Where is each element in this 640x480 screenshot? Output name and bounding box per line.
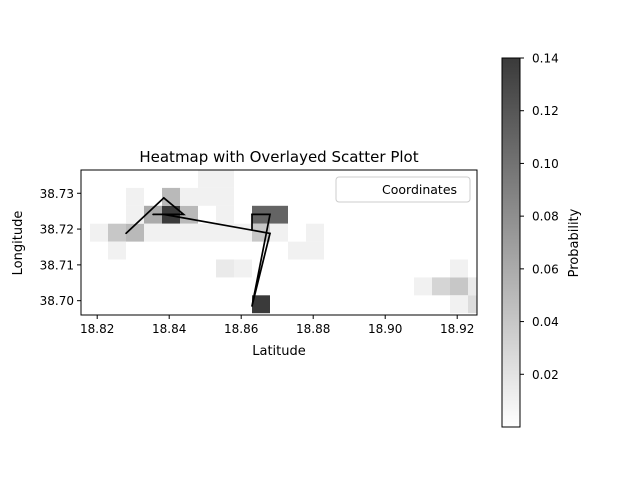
heatmap-cell: [450, 295, 468, 314]
heatmap-cells: [90, 170, 477, 314]
heatmap-cell: [468, 277, 477, 296]
x-tick-label: 18.88: [296, 322, 330, 336]
colorbar-gradient: [501, 57, 521, 428]
heatmap-cell: [126, 205, 144, 224]
heatmap-cell: [216, 223, 234, 242]
legend-box: [335, 176, 471, 203]
colorbar-tick-label: 0.04: [532, 315, 559, 329]
heatmap-cell: [288, 241, 306, 260]
x-tick-label: 18.82: [80, 322, 114, 336]
heatmap-cell: [198, 170, 216, 188]
coordinates-point: [125, 232, 127, 235]
coordinates-point: [251, 213, 253, 216]
heatmap-cell: [162, 223, 180, 242]
coordinates-point: [182, 213, 185, 216]
x-axis: 18.82 18.84 18.86 18.88 18.90 18.92: [80, 315, 474, 336]
colorbar-tick-label: 0.14: [532, 52, 559, 66]
coordinates-point: [269, 213, 271, 216]
x-tick-label: 18.92: [440, 322, 474, 336]
heatmap-cell: [144, 223, 162, 242]
heatmap-cell: [216, 259, 234, 278]
y-axis: 38.70 38.71 38.72 38.73: [40, 187, 81, 308]
colorbar-tick-label: 0.08: [532, 210, 559, 224]
x-axis-label: Latitude: [252, 344, 306, 359]
chart-title: Heatmap with Overlayed Scatter Plot: [139, 148, 418, 166]
colorbar-tick-label: 0.06: [532, 262, 559, 276]
heatmap-cell: [180, 187, 198, 206]
heatmap-cell: [126, 223, 144, 242]
legend: Coordinates: [335, 176, 471, 203]
heatmap-cell: [126, 187, 144, 206]
y-tick-label: 38.72: [40, 223, 74, 237]
coordinates-point: [251, 305, 253, 307]
heatmap-cell: [198, 223, 216, 242]
heatmap-cell: [90, 223, 108, 242]
colorbar: 0.02 0.04 0.06 0.08 0.10 0.12 0.14 Probability: [501, 52, 582, 428]
heatmap-cell: [414, 277, 432, 296]
x-tick-label: 18.86: [224, 322, 258, 336]
heatmap-cell: [162, 187, 180, 206]
heatmap-cell: [450, 277, 468, 296]
coordinates-point: [269, 232, 271, 235]
heatmap-cell: [198, 187, 216, 206]
coordinates-line: [125, 196, 272, 307]
heatmap-cell: [270, 205, 288, 224]
y-tick-label: 38.70: [40, 294, 74, 308]
y-tick-label: 38.73: [40, 187, 74, 201]
heatmap-cell: [270, 223, 288, 242]
heatmap-cell: [252, 295, 270, 314]
plot-area: [80, 169, 478, 316]
heatmap-cell: [108, 223, 126, 242]
coordinates-point: [163, 197, 165, 199]
heatmap-cell: [450, 259, 468, 278]
colorbar-tick-label: 0.02: [532, 368, 559, 382]
y-axis-label: Longitude: [11, 211, 26, 276]
scatter-overlay: [125, 196, 272, 307]
colorbar-label: Probability: [567, 208, 582, 277]
y-tick-label: 38.71: [40, 258, 74, 272]
colorbar-ticks: 0.02 0.04 0.06 0.08 0.10 0.12 0.14: [520, 52, 559, 382]
coordinates-point: [251, 229, 253, 231]
x-tick-label: 18.90: [368, 322, 402, 336]
plot-frame: [80, 169, 478, 316]
heatmap-cell: [216, 187, 234, 206]
colorbar-tick-label: 0.10: [532, 157, 559, 171]
heatmap-cell: [180, 223, 198, 242]
x-tick-label: 18.84: [152, 322, 186, 336]
heatmap-cell: [234, 259, 252, 278]
heatmap-cell: [306, 223, 324, 242]
heatmap-cell: [432, 277, 450, 296]
heatmap-cell: [468, 295, 477, 314]
coordinates-point: [163, 213, 165, 216]
heatmap-cell: [234, 223, 252, 242]
colorbar-tick-label: 0.12: [532, 104, 559, 118]
heatmap-cell: [108, 241, 126, 260]
legend-entry-coordinates: Coordinates: [382, 182, 457, 197]
heatmap-cell: [216, 205, 234, 224]
coordinates-point: [152, 213, 154, 216]
heatmap-cell: [306, 241, 324, 260]
heatmap-cell: [216, 170, 234, 188]
